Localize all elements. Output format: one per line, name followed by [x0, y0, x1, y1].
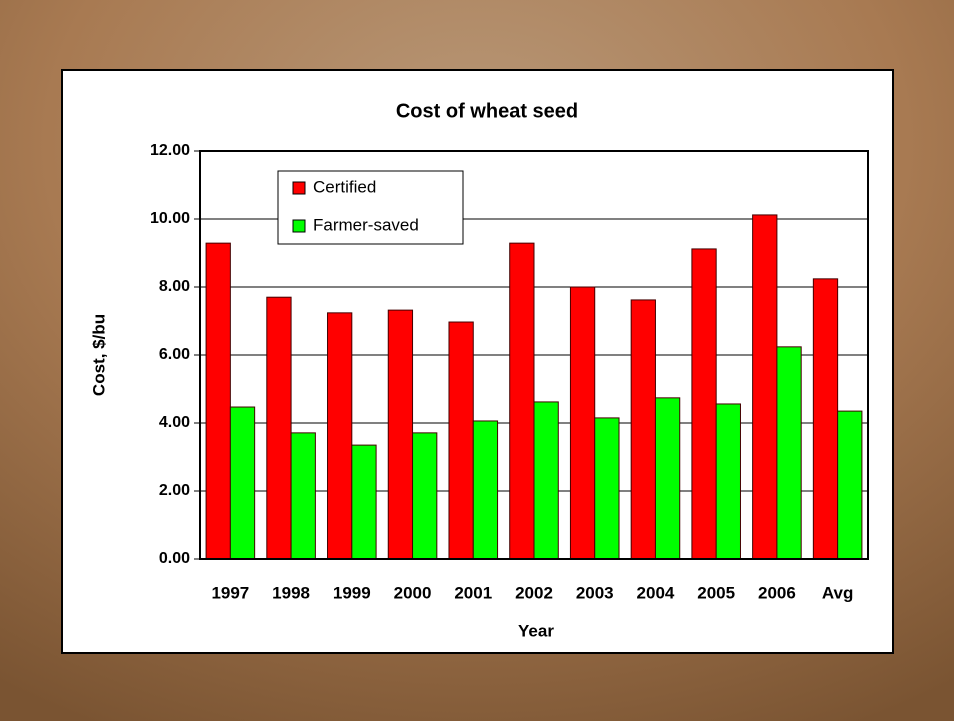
y-tick-label: 12.00 — [150, 142, 190, 159]
y-tick-label: 0.00 — [159, 550, 190, 567]
x-tick-label: 2005 — [697, 583, 735, 602]
legend-swatch — [292, 181, 306, 195]
bar — [691, 248, 717, 560]
y-tick-label: 8.00 — [159, 278, 190, 295]
y-tick-label: 2.00 — [159, 482, 190, 499]
y-axis-label: Cost, $/bu — [89, 314, 108, 396]
x-axis-label: Year — [518, 621, 554, 640]
chart-title: Cost of wheat seed — [396, 100, 578, 122]
bar — [812, 278, 839, 560]
x-tick-label: 2002 — [515, 583, 553, 602]
x-tick-label: 2006 — [758, 583, 796, 602]
legend-label: Farmer-saved — [313, 215, 419, 234]
bar — [412, 432, 438, 560]
bar — [837, 410, 863, 560]
bar — [387, 309, 414, 560]
bar — [448, 321, 474, 560]
legend — [277, 170, 464, 245]
bar — [351, 444, 377, 560]
bar — [776, 346, 802, 560]
bar — [472, 420, 499, 560]
bar — [205, 242, 231, 560]
y-tick-label: 4.00 — [159, 414, 190, 431]
bar — [654, 397, 681, 560]
bar — [594, 417, 620, 560]
bar — [533, 401, 559, 560]
bar — [509, 242, 535, 560]
bar — [290, 432, 316, 560]
x-tick-label: 2003 — [576, 583, 614, 602]
x-tick-label: 1998 — [272, 583, 310, 602]
x-tick-label: 1999 — [333, 583, 371, 602]
bar — [229, 406, 256, 560]
legend-label: Certified — [313, 177, 376, 196]
bar — [327, 312, 353, 560]
x-tick-label: 2001 — [454, 583, 492, 602]
x-tick-label: Avg — [822, 583, 854, 602]
x-tick-label: 2004 — [637, 583, 675, 602]
bar — [569, 286, 596, 560]
bar — [630, 299, 656, 560]
y-tick-label: 6.00 — [159, 346, 190, 363]
bar — [715, 403, 741, 560]
bar — [752, 214, 778, 560]
y-tick-label: 10.00 — [150, 210, 190, 227]
x-tick-label: 2000 — [394, 583, 432, 602]
legend-swatch — [292, 219, 306, 233]
x-tick-label: 1997 — [211, 583, 249, 602]
plot-border — [199, 150, 869, 560]
bar — [266, 296, 292, 560]
